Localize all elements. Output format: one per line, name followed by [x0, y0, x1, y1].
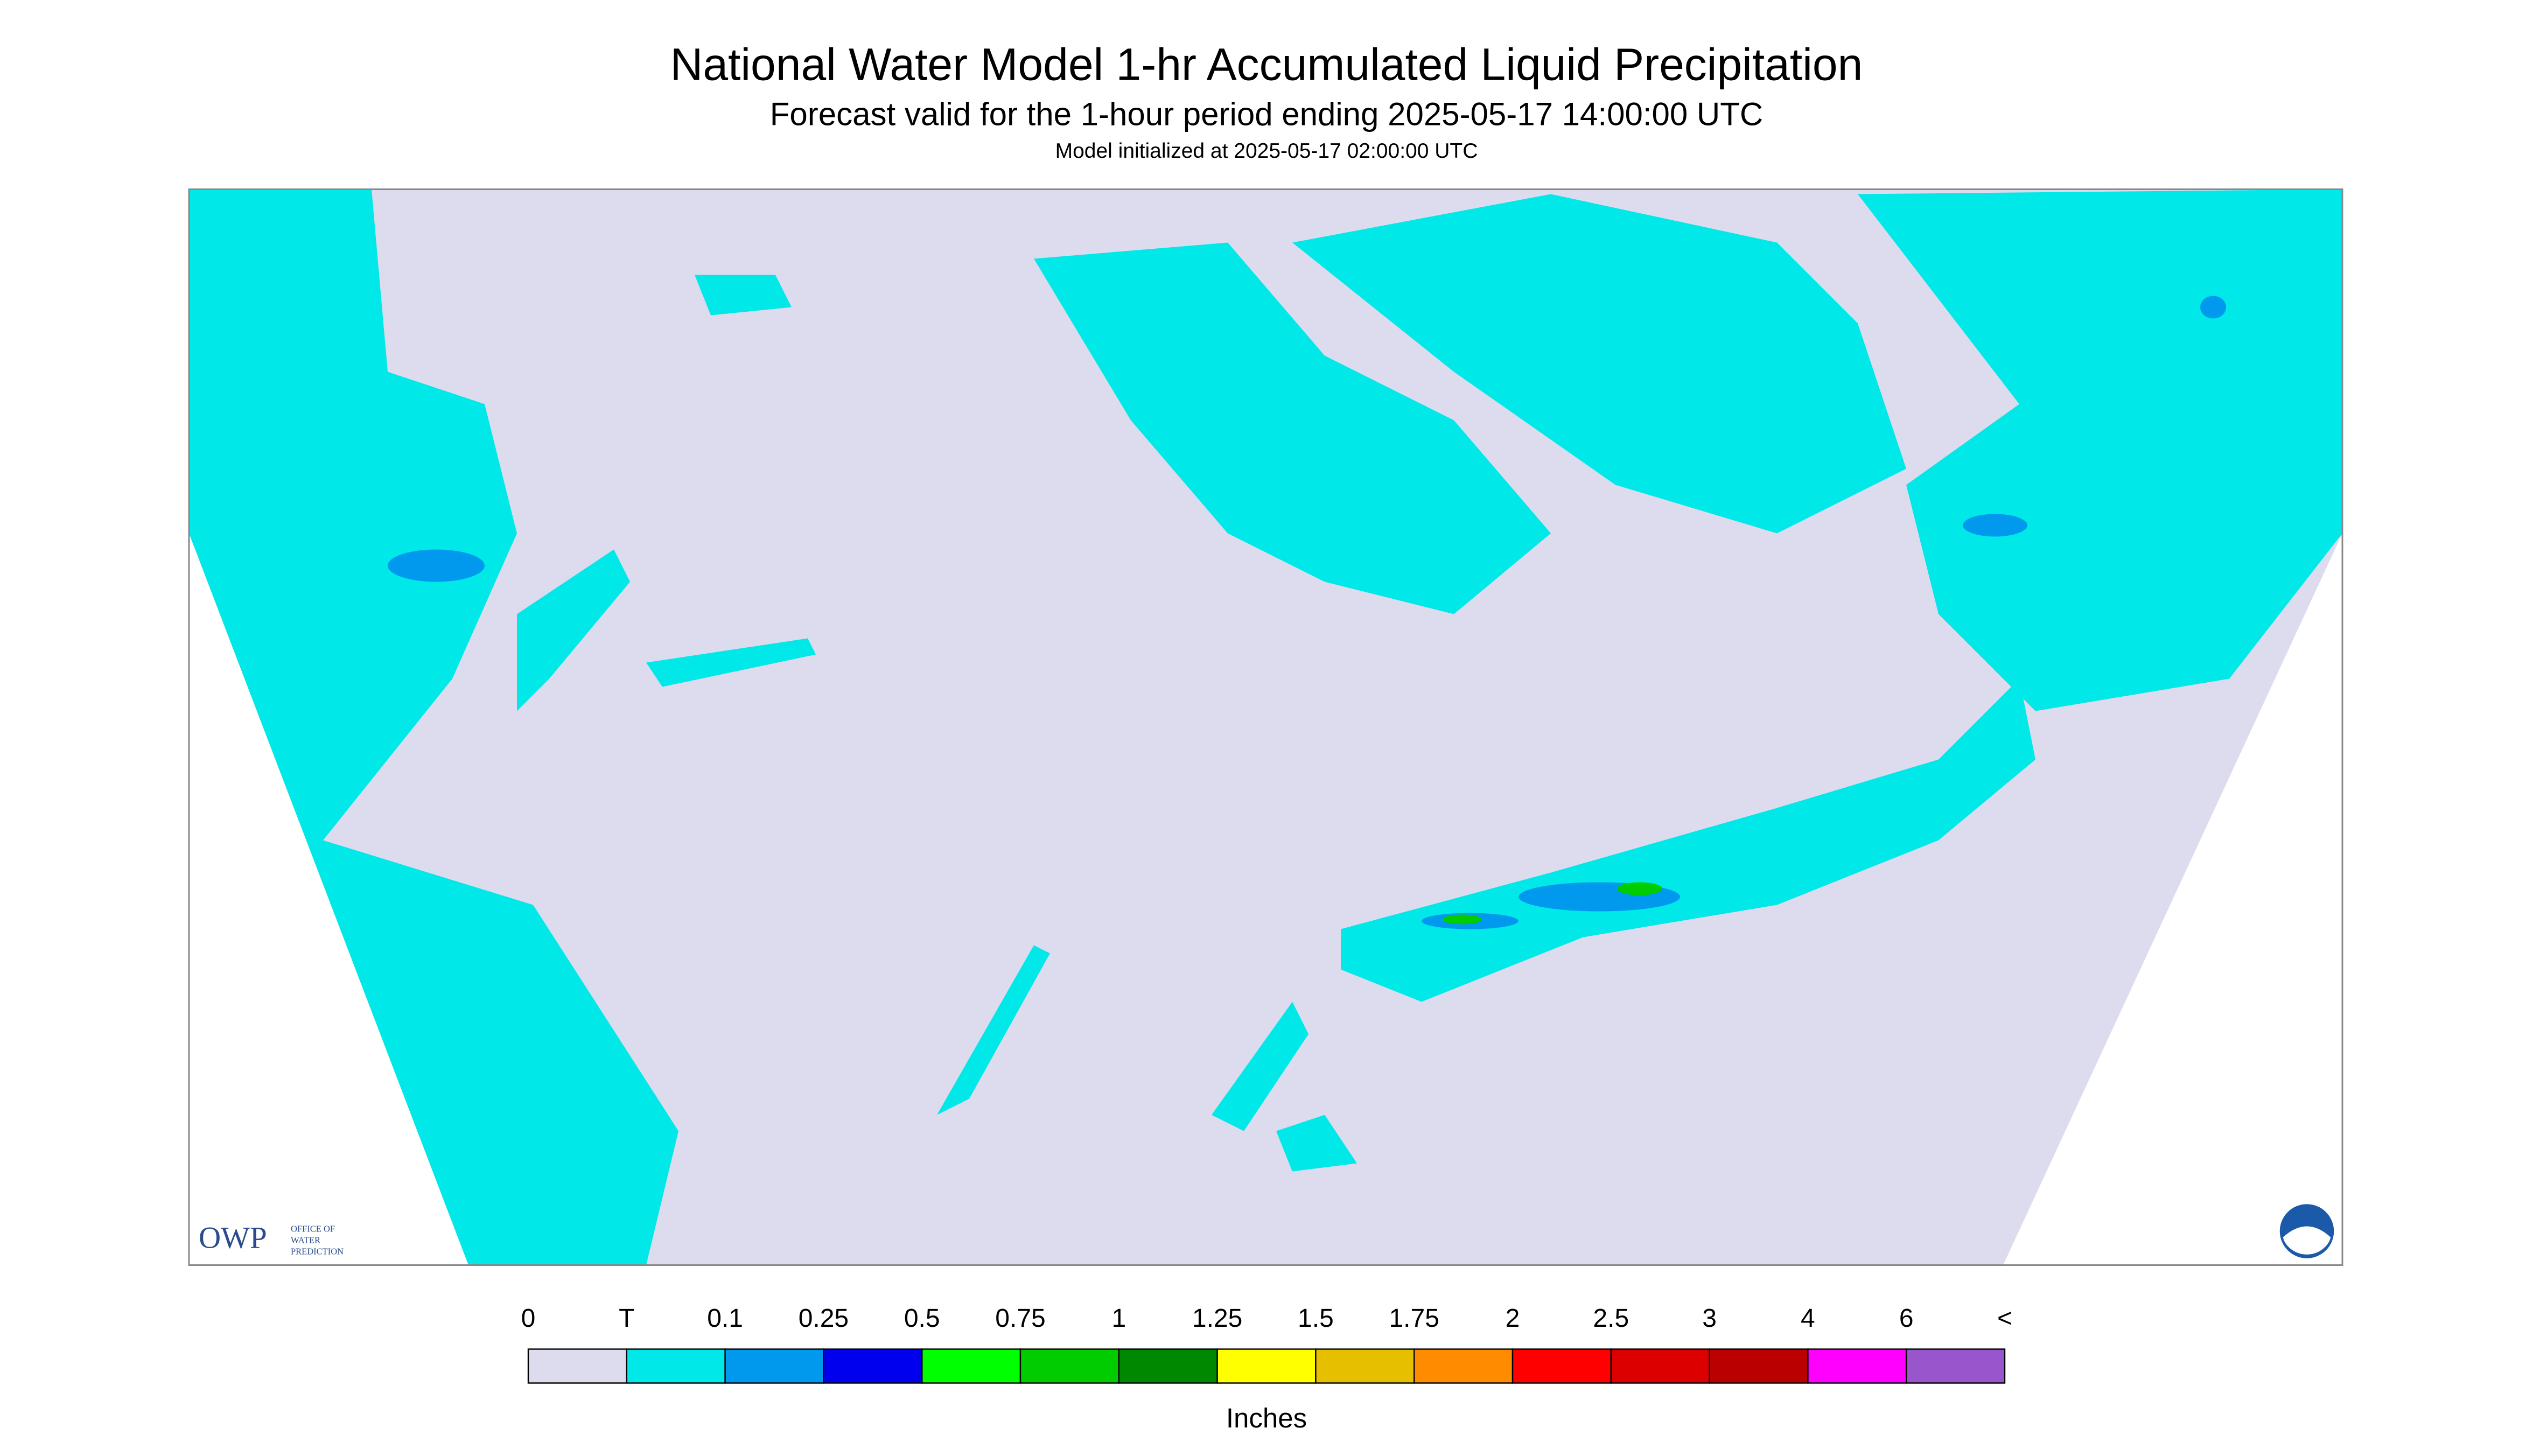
logo-name: PREDICTION	[291, 1246, 344, 1256]
noaa-logo	[2279, 1204, 2334, 1258]
legend-label: 1.25	[1192, 1304, 1242, 1333]
legend-label: T	[619, 1304, 634, 1333]
legend-label: 0.25	[799, 1304, 849, 1333]
legend-label: 1.75	[1389, 1304, 1439, 1333]
legend-swatch	[1414, 1348, 1514, 1384]
legend-label: 6	[1899, 1304, 1914, 1333]
legend-label: <	[1997, 1304, 2012, 1333]
legend-swatch	[823, 1348, 923, 1384]
legend-swatch	[1709, 1348, 1809, 1384]
legend-swatch	[626, 1348, 726, 1384]
legend: 0 T 0.1 0.25 0.5 0.75 1 1.25 1.5 1.75 2 2.5 3 4 6 <	[521, 1304, 2012, 1384]
legend-unit: Inches	[1226, 1403, 1307, 1433]
legend-swatch	[724, 1348, 824, 1384]
logo-abbr: OWP	[199, 1221, 267, 1255]
legend-label: 1	[1111, 1304, 1126, 1333]
legend-swatch	[1315, 1348, 1415, 1384]
legend-swatch	[1905, 1348, 2006, 1384]
map-frame	[188, 188, 2343, 1266]
legend-swatch	[1216, 1348, 1317, 1384]
logo-name: WATER	[291, 1235, 320, 1245]
precip-field	[189, 189, 2342, 1265]
legend-label: 0.5	[904, 1304, 940, 1333]
init-note: Model initialized at 2025-05-17 02:00:00…	[1055, 139, 1478, 163]
title: National Water Model 1-hr Accumulated Li…	[670, 39, 1863, 90]
legend-swatch	[1807, 1348, 1907, 1384]
legend-label: 0.75	[995, 1304, 1045, 1333]
map: OWP OFFICE OF WATER PREDICTION	[188, 188, 2343, 1266]
legend-label: 2.5	[1593, 1304, 1629, 1333]
legend-label: 0.1	[707, 1304, 743, 1333]
heavier-areas	[1443, 882, 1662, 925]
legend-swatch	[1610, 1348, 1710, 1384]
legend-swatch	[1019, 1348, 1120, 1384]
legend-label: 3	[1702, 1304, 1717, 1333]
legend-label: 0	[521, 1304, 536, 1333]
legend-swatch	[921, 1348, 1021, 1384]
legend-swatch	[527, 1348, 628, 1384]
legend-label: 1.5	[1298, 1304, 1334, 1333]
legend-label: 2	[1506, 1304, 1520, 1333]
legend-swatch	[1118, 1348, 1218, 1384]
legend-label: 4	[1801, 1304, 1815, 1333]
logo-name: OFFICE OF	[291, 1223, 335, 1234]
subtitle: Forecast valid for the 1-hour period end…	[770, 96, 1763, 132]
legend-swatch	[1512, 1348, 1612, 1384]
